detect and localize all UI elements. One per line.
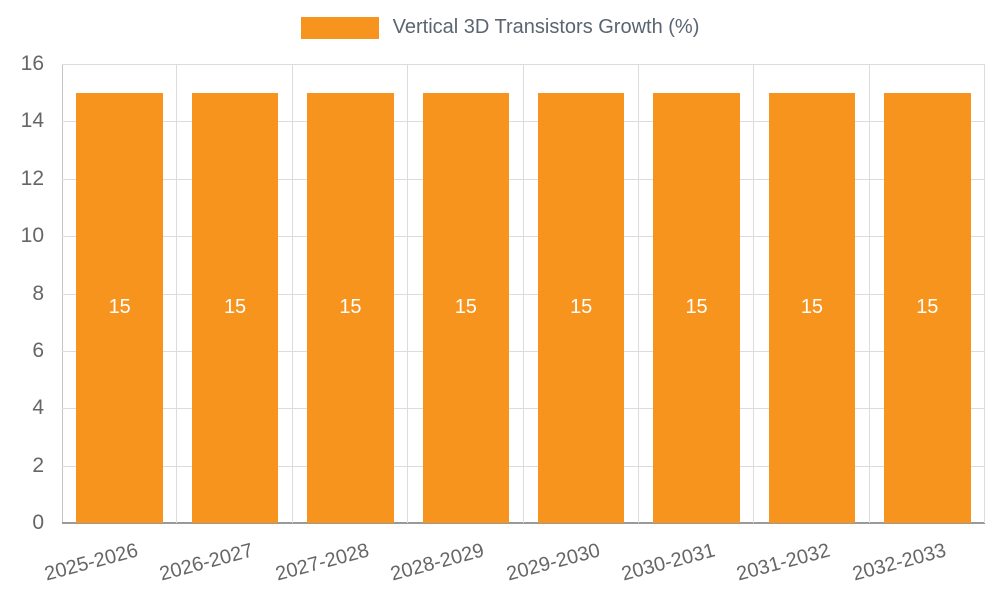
bar-value-label: 15 [339, 296, 362, 319]
h-gridline-6 [62, 350, 985, 352]
h-gridline-4 [62, 408, 985, 410]
bar-2026-2027: 15 [191, 92, 279, 523]
bar-2031-2032: 15 [768, 92, 856, 523]
bar-value-label: 15 [570, 296, 593, 319]
bar-2032-2033: 15 [884, 92, 971, 523]
x-tick-label-2029-2030: 2029-2030 [503, 539, 602, 586]
v-gridline-3 [407, 64, 409, 523]
v-gridline-1 [176, 64, 178, 523]
h-gridline-10 [62, 236, 985, 238]
bar-value-label: 15 [916, 296, 939, 319]
bar-value-label: 15 [223, 296, 247, 319]
bar-2027-2028: 15 [307, 92, 394, 523]
bar-value-label: 15 [454, 296, 477, 319]
v-gridline-4 [522, 64, 524, 523]
x-axis-line [62, 522, 985, 524]
y-tick-label-4: 4 [32, 396, 44, 420]
x-tick-label-2032-2033: 2032-2033 [849, 539, 949, 586]
chart-legend: Vertical 3D Transistors Growth (%) [0, 16, 1000, 39]
y-tick-label-12: 12 [20, 166, 44, 190]
h-gridline-12 [62, 178, 985, 180]
x-tick-label-2026-2027: 2026-2027 [157, 539, 256, 586]
bar-2028-2029: 15 [422, 92, 510, 523]
bar-value-label: 15 [800, 296, 824, 319]
y-tick-label-2: 2 [32, 453, 44, 477]
h-gridline-14 [62, 121, 985, 123]
bar-2025-2026: 15 [76, 92, 163, 523]
y-tick-label-8: 8 [32, 281, 44, 305]
bar-value-label: 15 [685, 296, 708, 319]
v-gridline-2 [291, 64, 293, 523]
y-tick-label-14: 14 [20, 109, 44, 133]
x-tick-label-2031-2032: 2031-2032 [734, 539, 833, 586]
v-gridline-5 [637, 64, 639, 523]
x-tick-label-2027-2028: 2027-2028 [273, 539, 372, 586]
plot-area: 15 15 15 15 15 15 15 15 [62, 64, 985, 524]
x-axis-tick-labels: 2025-2026 2026-2027 2027-2028 2028-2029 2029… [42, 523, 985, 600]
legend-label: Vertical 3D Transistors Growth (%) [392, 16, 700, 38]
y-tick-label-6: 6 [32, 338, 44, 362]
v-gridline-8 [984, 64, 985, 523]
v-gridline-6 [753, 64, 755, 523]
y-tick-label-16: 16 [20, 52, 44, 75]
y-tick-label-10: 10 [20, 224, 44, 248]
x-tick-label-2030-2031: 2030-2031 [619, 539, 718, 586]
y-axis-tick-labels: 0 2 4 6 8 10 12 14 16 [0, 53, 54, 534]
h-gridline-8 [62, 293, 985, 295]
y-tick-label-0: 0 [32, 511, 44, 534]
bar-2029-2030: 15 [537, 92, 625, 523]
h-gridline-2 [62, 465, 985, 467]
x-tick-label-2025-2026: 2025-2026 [42, 539, 141, 586]
v-gridline-7 [868, 64, 870, 523]
bar-2030-2031: 15 [653, 92, 740, 523]
legend-swatch [300, 16, 379, 39]
bar-value-label: 15 [108, 296, 131, 319]
x-tick-label-2028-2029: 2028-2029 [388, 539, 487, 586]
h-gridline-16 [62, 64, 985, 65]
